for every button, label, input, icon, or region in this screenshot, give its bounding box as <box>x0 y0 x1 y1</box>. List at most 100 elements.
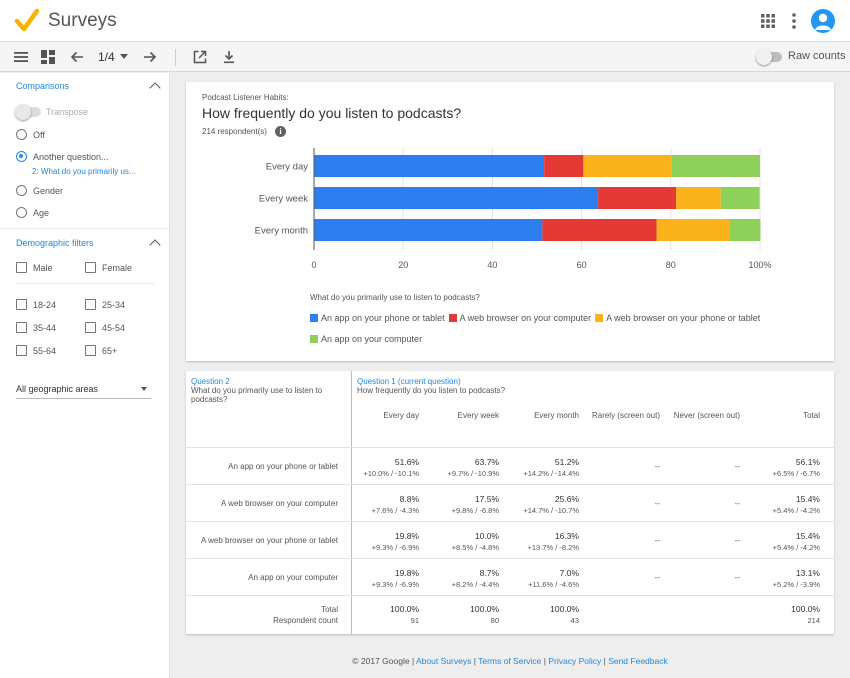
bar-segment <box>544 155 584 177</box>
checkbox-age-45-54[interactable] <box>85 322 96 333</box>
total-value: 100.0% <box>390 604 419 614</box>
filters-divider <box>16 283 154 284</box>
radio-age[interactable] <box>16 207 27 218</box>
footer: © 2017 Google | About Surveys | Terms of… <box>352 656 668 666</box>
geographic-area-select[interactable]: All geographic areas <box>16 379 151 399</box>
row-question-header: Question 2 What do you primarily use to … <box>191 377 341 404</box>
cell-confidence: +10.0% / -10.1% <box>363 469 419 478</box>
x-tick-label: 20 <box>398 260 408 270</box>
legend-item[interactable]: A web browser on your phone or tablet <box>595 308 760 329</box>
legend-question: What do you primarily use to listen to p… <box>310 293 480 302</box>
arrow-forward-icon[interactable] <box>142 49 158 65</box>
toolbar-divider <box>175 49 176 66</box>
arrow-back-icon[interactable] <box>69 49 85 65</box>
column-header: Every month <box>534 411 579 420</box>
collapse-comparisons-icon[interactable] <box>149 82 161 94</box>
cell-value: 63.7% <box>474 457 499 467</box>
terms-link[interactable]: Terms of Service <box>478 656 542 666</box>
crosstab-table: Question 2 What do you primarily use to … <box>186 371 834 634</box>
chart-card: Podcast Listener Habits: How frequently … <box>186 82 834 361</box>
checkbox-male[interactable] <box>16 262 27 273</box>
collapse-demographics-icon[interactable] <box>149 239 161 251</box>
checkbox-age-35-44[interactable] <box>16 322 27 333</box>
total-value: 100.0% <box>550 604 579 614</box>
page-indicator: 1/4 <box>98 50 115 64</box>
bar-segment <box>583 155 672 177</box>
legend-swatch <box>448 314 457 322</box>
table-cell: 13.1% +5.2% / -3.9% <box>773 568 820 590</box>
checkbox-label: 35-44 <box>33 323 57 333</box>
bar-segment <box>314 187 599 209</box>
column-header: Every day <box>383 411 419 420</box>
cell-value: 13.1% <box>795 568 820 578</box>
checkbox-age-25-34[interactable] <box>85 299 96 310</box>
checkbox-female[interactable] <box>85 262 96 273</box>
info-icon[interactable]: i <box>275 126 286 137</box>
table-cell: 10.0% +8.5% / -4.8% <box>452 531 499 553</box>
legend-item[interactable]: A web browser on your computer <box>448 308 591 329</box>
legend-item[interactable]: An app on your phone or tablet <box>310 308 445 329</box>
bar-segment <box>598 187 677 209</box>
bar-segment <box>671 155 760 177</box>
cell-value: 10.0% <box>474 531 499 541</box>
row-label: An app on your computer <box>248 573 338 582</box>
bar-segment <box>729 219 761 241</box>
selected-question-link[interactable]: 2: What do you primarily us... <box>32 167 136 176</box>
sidebar-divider <box>0 228 170 229</box>
cell-confidence: +8.2% / -4.4% <box>451 580 499 589</box>
cell-confidence: +7.6% / -4.3% <box>371 506 419 515</box>
download-icon[interactable] <box>221 49 237 65</box>
radio-gender[interactable] <box>16 185 27 196</box>
apps-grid-icon[interactable] <box>760 13 776 29</box>
total-label: Total <box>321 605 338 614</box>
dashboard-view-icon[interactable] <box>40 49 56 65</box>
table-cell: -- <box>654 573 660 582</box>
legend-label: An app on your phone or tablet <box>321 313 445 323</box>
cell-value: 19.8% <box>394 568 419 578</box>
column-header: Total <box>803 411 820 420</box>
send-feedback-link[interactable]: Send Feedback <box>608 656 668 666</box>
table-cell: 51.2% +14.2% / -14.4% <box>523 457 579 479</box>
open-in-new-icon[interactable] <box>192 49 208 65</box>
menu-icon[interactable] <box>13 49 29 65</box>
sidebar: Comparisons Transpose Off Another questi… <box>0 73 170 678</box>
checkbox-label: 25-34 <box>102 300 126 310</box>
chart-legend: An app on your phone or tablet A web brow… <box>310 308 810 350</box>
radio-another-question[interactable] <box>16 151 27 162</box>
checkbox-age-18-24[interactable] <box>16 299 27 310</box>
table-cell: -- <box>734 499 740 508</box>
table-cell: -- <box>654 499 660 508</box>
legend-item[interactable]: An app on your computer <box>310 329 422 350</box>
category-label: Every day <box>266 162 308 173</box>
checkbox-age-65-plus[interactable] <box>85 345 96 356</box>
row-divider <box>186 447 834 448</box>
privacy-link[interactable]: Privacy Policy <box>548 656 602 666</box>
raw-counts-label: Raw counts <box>788 50 846 62</box>
about-surveys-link[interactable]: About Surveys <box>416 656 472 666</box>
x-tick-label: 100% <box>748 260 771 270</box>
checkbox-age-55-64[interactable] <box>16 345 27 356</box>
page-dropdown-icon[interactable] <box>120 54 128 59</box>
cell-value: 16.3% <box>554 531 579 541</box>
raw-counts-toggle[interactable] <box>756 49 782 65</box>
transpose-toggle[interactable] <box>15 104 41 120</box>
legend-swatch <box>595 314 604 322</box>
option-label: Gender <box>33 186 64 196</box>
cell-confidence: +13.7% / -8.2% <box>527 543 580 552</box>
cell-value: 8.8% <box>399 494 419 504</box>
radio-off[interactable] <box>16 129 27 140</box>
more-vert-icon[interactable] <box>788 12 800 30</box>
total-cell: 100.0% 43 <box>550 604 579 626</box>
checkbox-label: 18-24 <box>33 300 57 310</box>
table-cell: 56.1% +6.5% / -6.7% <box>773 457 820 479</box>
cell-confidence: +8.5% / -4.8% <box>451 543 499 552</box>
cell-value: 7.0% <box>559 568 579 578</box>
total-row-label: Total Respondent count <box>273 604 338 626</box>
checkbox-label: 55-64 <box>33 346 57 356</box>
row-label: A web browser on your computer <box>221 499 338 508</box>
x-tick-label: 80 <box>666 260 676 270</box>
checkbox-label: 45-54 <box>102 323 126 333</box>
column-question-text: How frequently do you listen to podcasts… <box>357 386 506 395</box>
account-avatar[interactable] <box>811 9 835 33</box>
table-cell: -- <box>654 536 660 545</box>
